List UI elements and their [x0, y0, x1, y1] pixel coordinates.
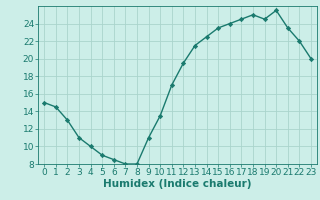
- X-axis label: Humidex (Indice chaleur): Humidex (Indice chaleur): [103, 179, 252, 189]
